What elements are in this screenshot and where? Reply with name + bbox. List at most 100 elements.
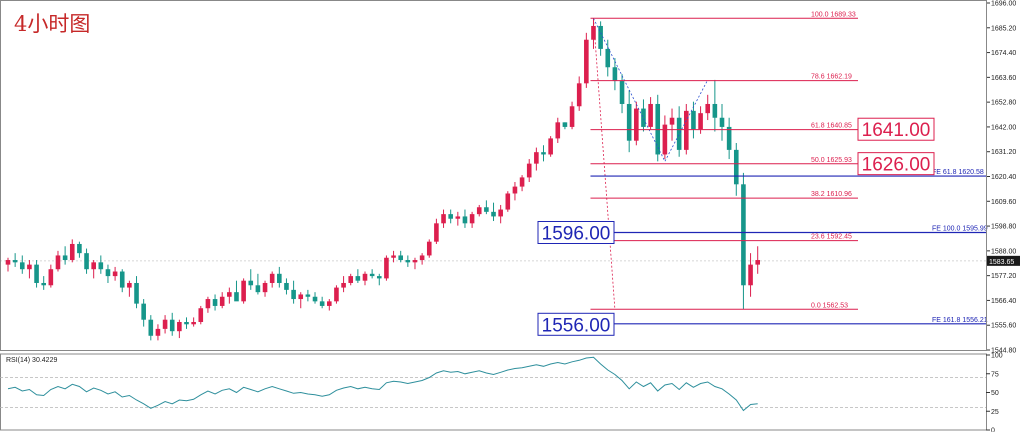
candle-body (619, 81, 625, 104)
fe-level-label: FE 61.8 1620.58 (932, 169, 984, 176)
candle (119, 269, 125, 293)
candle-body (191, 322, 196, 325)
key-level-support: 1556.00 (537, 312, 615, 336)
fib-level-label: 100.0 1689.33 (811, 11, 856, 18)
candle (476, 204, 482, 217)
candle (198, 305, 204, 325)
candle-body (41, 282, 46, 286)
current-price-badge (987, 255, 1020, 266)
candle-body (498, 209, 503, 217)
candle (241, 278, 246, 304)
chart-title: 4小时图 (14, 12, 90, 36)
candle-body (712, 103, 718, 118)
candle (334, 285, 339, 304)
candle-body (177, 322, 182, 332)
fib-level-label: 0.0 1562.53 (811, 302, 848, 309)
candle (248, 269, 254, 290)
candle-body (634, 108, 639, 141)
candle-body (34, 264, 39, 283)
candle-body (262, 282, 268, 293)
candle (391, 250, 396, 263)
rsi-tick-label: 75 (991, 371, 999, 378)
fib-level-label: 50.0 1625.93 (811, 157, 852, 164)
candle-body (298, 294, 304, 300)
candle-body (455, 216, 461, 219)
candle-body (355, 276, 361, 281)
candle (12, 253, 18, 267)
candle (141, 299, 146, 327)
candle-body (327, 301, 332, 306)
fib-level-label: 78.6 1662.19 (811, 74, 852, 81)
candle (227, 287, 232, 304)
candle (127, 280, 132, 297)
candle (341, 276, 346, 293)
candle-body (612, 67, 618, 82)
candle (327, 299, 332, 311)
candle (605, 39, 611, 77)
candle-body (526, 163, 532, 178)
candle (469, 211, 475, 228)
candle (77, 241, 82, 258)
candle (212, 294, 218, 311)
candle (669, 108, 675, 141)
candle-body (198, 308, 204, 323)
candle-body (212, 299, 218, 306)
candle (755, 246, 760, 274)
candle (526, 159, 532, 183)
candle (298, 292, 304, 309)
fibonacci-levels: 100.0 1689.33 78.6 1662.19 61.8 1640.85 50.… (590, 11, 858, 310)
candle (441, 209, 446, 228)
candle-body (434, 223, 439, 242)
candle-body (469, 214, 475, 224)
candle (155, 324, 161, 341)
candle-body (548, 138, 553, 155)
candle (498, 204, 503, 224)
candle-body (376, 276, 382, 279)
candle (519, 175, 525, 192)
candle-body (277, 273, 282, 283)
candle-body (491, 211, 496, 217)
candle (105, 264, 111, 283)
price-tick-label: 1609.60 (991, 199, 1016, 206)
candle-body (569, 106, 575, 127)
candle (726, 117, 732, 160)
price-tick-label: 1663.60 (991, 75, 1016, 82)
candle-body (241, 280, 246, 302)
candle (626, 90, 632, 153)
candle (748, 253, 753, 297)
price-tick-label: 1685.20 (991, 25, 1016, 32)
candle-body (398, 255, 403, 261)
key-level-box (537, 312, 615, 336)
candle-body (641, 108, 646, 127)
candle-body (48, 269, 54, 286)
candle-body (98, 262, 104, 270)
rsi-tick-label: 50 (991, 390, 999, 397)
price-tick-label: 1620.40 (991, 174, 1016, 181)
candle (5, 257, 11, 272)
candle-body (441, 214, 446, 224)
candle-body (162, 319, 168, 329)
price-panel-frame (0, 0, 987, 351)
candle-body (676, 117, 682, 150)
price-tick-label: 1577.20 (991, 273, 1016, 280)
candle (27, 260, 32, 279)
price-tick-label: 1696.00 (991, 1, 1016, 8)
candle (291, 280, 296, 304)
candle-body (291, 289, 296, 300)
candle (705, 94, 711, 121)
candle (134, 276, 139, 309)
candle (362, 271, 368, 286)
candle (541, 145, 546, 162)
candle-body (684, 110, 689, 150)
candle-body (312, 296, 318, 302)
candle (576, 76, 582, 111)
candle (676, 106, 682, 157)
candle (548, 136, 553, 157)
candle-body (119, 271, 125, 288)
candle (384, 255, 389, 281)
candle (319, 296, 325, 309)
candle (262, 280, 268, 297)
rsi-panel: 100 75 50 25 0 (0, 353, 1003, 432)
rsi-tick-label: 0 (991, 428, 995, 432)
